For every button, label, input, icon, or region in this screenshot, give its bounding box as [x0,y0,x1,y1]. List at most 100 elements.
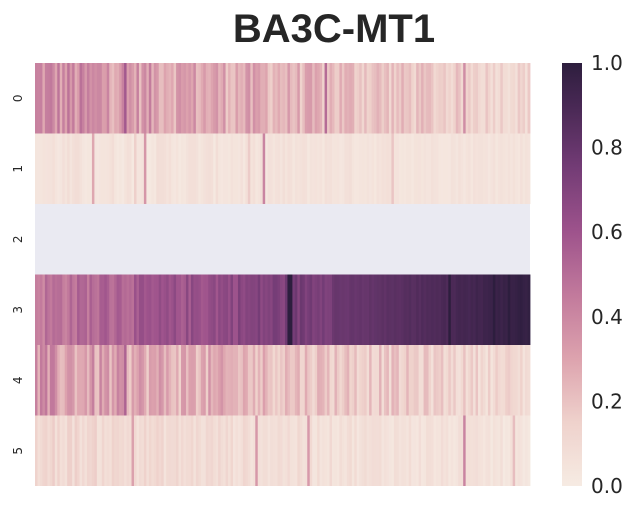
heatmap-cell [421,133,424,204]
heatmap-cell [267,133,271,204]
heatmap-cell [455,415,459,486]
heatmap-cell [317,274,321,345]
heatmap-cell [200,274,204,345]
heatmap-cell [101,274,105,345]
heatmap-cell [364,63,368,134]
heatmap-cell [252,345,256,416]
heatmap-cell [487,274,491,345]
heatmap-cell [255,345,259,416]
heatmap-cell [64,415,68,486]
heatmap-cell [413,63,417,134]
heatmap-cell [136,274,140,345]
heatmap-cell [322,415,325,486]
heatmap-cell [183,133,187,204]
heatmap-cell [403,415,407,486]
heatmap-cell [396,274,400,345]
heatmap-cell [312,63,316,134]
heatmap-cell [161,63,165,134]
heatmap-cell [383,133,387,204]
heatmap-cell [213,274,217,345]
heatmap-cell [250,274,254,345]
heatmap-cell [72,345,76,416]
heatmap-cell [428,345,432,416]
heatmap-cell [515,63,519,134]
heatmap-cell [72,274,76,345]
heatmap-cell [220,63,224,134]
heatmap-cell [525,133,528,204]
heatmap-cell [161,415,165,486]
heatmap-cell [265,133,269,204]
heatmap-cell [406,133,410,204]
heatmap-cell [79,63,83,134]
heatmap-cell [334,345,338,416]
colorbar-tick-label: 0.0 [591,474,623,498]
heatmap-cell [500,274,504,345]
heatmap-cell [369,345,373,416]
heatmap-cell [431,345,434,416]
heatmap-cell [198,274,202,345]
heatmap-cell [218,133,222,204]
heatmap-cell [208,415,212,486]
heatmap-cell [267,63,271,134]
heatmap-cell [480,345,484,416]
heatmap-cell [292,133,296,204]
heatmap-cell [69,345,73,416]
heatmap-cell [520,274,523,345]
heatmap-cell [376,345,380,416]
heatmap-cell [176,63,179,134]
heatmap-cell [42,133,46,204]
heatmap-cell [403,63,407,134]
heatmap-cell [416,63,420,134]
heatmap-cell [109,345,113,416]
heatmap-cell [183,345,187,416]
heatmap-cell [287,63,291,134]
heatmap-cell [351,415,355,486]
heatmap-cell [359,63,363,134]
heatmap-cell [237,415,241,486]
heatmap-cell [351,274,355,345]
heatmap-cell [339,415,343,486]
heatmap-cell [242,133,246,204]
heatmap-cell [47,63,51,134]
heatmap-cell [54,274,58,345]
heatmap-cell [356,345,360,416]
heatmap-cell [190,63,194,134]
heatmap-cell [426,63,429,134]
heatmap-cell [143,133,147,204]
heatmap-cell [141,63,145,134]
heatmap-cell [374,63,377,134]
heatmap-cell [156,133,160,204]
heatmap-cell [354,63,358,134]
heatmap-cell [292,274,296,345]
heatmap-cell [166,415,170,486]
heatmap-cell [480,415,484,486]
heatmap-cell [327,415,330,486]
heatmap-cell [42,274,46,345]
heatmap-cell [450,345,454,416]
heatmap-cell [173,63,177,134]
heatmap-cell [515,415,519,486]
heatmap-cell [282,415,286,486]
heatmap-cell [317,133,321,204]
chart-title: BA3C-MT1 [233,7,435,51]
heatmap-cell [332,63,335,134]
heatmap-cell [351,133,355,204]
heatmap-cell [275,133,278,204]
heatmap-cell [89,63,93,134]
heatmap-cell [376,133,380,204]
heatmap-cell [458,133,462,204]
heatmap-cell [59,63,63,134]
heatmap-cell [111,345,115,416]
heatmap-cell [510,345,514,416]
heatmap-cell [517,63,521,134]
heatmap-cell [440,133,444,204]
heatmap-cell [134,133,137,204]
heatmap-cell [35,63,38,134]
heatmap-cell [299,274,303,345]
heatmap-cell [39,345,43,416]
heatmap-cell [136,345,140,416]
heatmap-cell [106,274,110,345]
heatmap-cell [156,415,160,486]
heatmap-cell [52,345,56,416]
heatmap-cell [470,345,474,416]
